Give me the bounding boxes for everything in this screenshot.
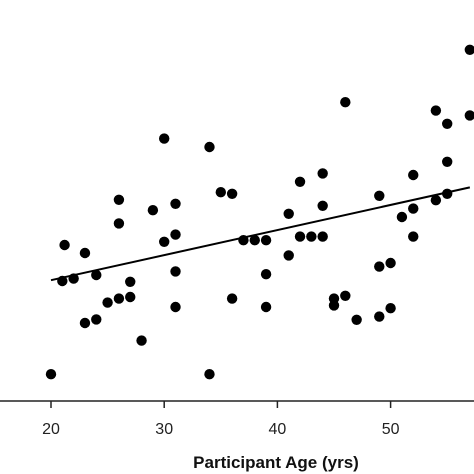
data-point	[113, 218, 125, 229]
data-point	[91, 314, 102, 325]
data-point	[147, 205, 159, 216]
data-point	[374, 190, 385, 201]
data-point	[408, 169, 419, 181]
data-point	[170, 229, 181, 240]
data-point	[396, 211, 408, 223]
data-point	[91, 269, 102, 281]
data-point	[442, 118, 453, 129]
data-point	[215, 187, 226, 198]
x-tick-label: 50	[382, 421, 400, 438]
data-point	[294, 176, 306, 187]
data-point	[374, 261, 385, 272]
data-point	[226, 188, 238, 199]
data-point	[102, 297, 113, 308]
data-point	[260, 235, 272, 246]
data-point	[79, 247, 91, 259]
data-points	[45, 44, 474, 380]
data-point	[306, 231, 317, 242]
x-tick-label: 20	[42, 421, 60, 438]
data-point	[283, 250, 294, 261]
data-point	[204, 141, 215, 153]
data-point	[317, 231, 328, 242]
data-point	[408, 203, 419, 214]
x-axis-ticks: 20 30 40 50	[42, 401, 400, 438]
data-point	[136, 335, 147, 346]
data-point	[249, 235, 260, 246]
data-point	[408, 231, 419, 242]
data-point	[385, 303, 396, 314]
data-point	[317, 200, 328, 211]
data-point	[125, 276, 136, 287]
data-point	[294, 231, 306, 242]
data-point	[226, 293, 238, 304]
data-point	[283, 208, 294, 219]
data-point	[464, 110, 474, 121]
data-point	[113, 293, 125, 304]
data-point	[260, 269, 272, 280]
trend-line	[50, 186, 471, 282]
data-point	[385, 257, 396, 269]
data-point	[59, 239, 70, 251]
data-point	[159, 236, 170, 247]
data-point	[374, 311, 385, 322]
data-point	[170, 266, 181, 277]
data-point	[442, 156, 453, 167]
data-point	[430, 195, 442, 206]
data-point	[328, 300, 340, 311]
data-point	[464, 44, 474, 55]
data-point	[317, 168, 328, 179]
data-point	[170, 301, 181, 313]
data-point	[170, 198, 181, 209]
data-point	[79, 317, 91, 329]
x-tick-label: 30	[155, 421, 173, 438]
data-point	[340, 97, 351, 108]
data-point	[351, 314, 362, 325]
data-point	[113, 194, 125, 205]
data-point	[159, 133, 170, 144]
data-point	[260, 301, 272, 313]
data-point	[204, 369, 215, 380]
data-point	[340, 290, 351, 301]
data-point	[45, 369, 57, 380]
x-tick-label: 40	[269, 421, 287, 438]
data-point	[430, 105, 442, 116]
data-point	[125, 291, 136, 303]
x-axis-title: Participant Age (yrs)	[193, 453, 359, 472]
